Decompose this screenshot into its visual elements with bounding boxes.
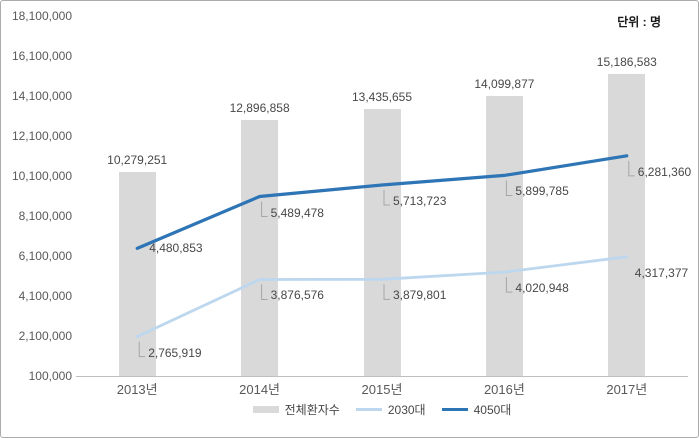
bar — [608, 74, 646, 376]
line-value-label: 4,480,853 — [149, 241, 203, 256]
line-value-label: 4,020,948 — [515, 281, 569, 296]
y-tick-label: 2,100,000 — [18, 329, 72, 343]
y-tick-label: 100,000 — [28, 369, 72, 383]
bar-value-label: 14,099,877 — [474, 77, 535, 91]
bar-value-label: 12,896,858 — [229, 101, 290, 116]
line-value-label: 3,879,801 — [393, 288, 447, 303]
legend-swatch-bar-icon — [252, 405, 279, 413]
line-value-label: 4,317,377 — [634, 265, 689, 280]
line-value-label: 3,876,576 — [270, 288, 324, 303]
bar — [241, 120, 279, 376]
legend-label: 4050대 — [473, 402, 512, 417]
y-tick-label: 18,100,000 — [11, 9, 72, 23]
x-axis-line — [76, 376, 688, 377]
y-tick-label: 10,100,000 — [11, 169, 72, 183]
x-axis-label: 2015년 — [361, 382, 403, 397]
x-axis-label: 2017년 — [606, 382, 648, 397]
legend-label: 2030대 — [387, 402, 426, 417]
line-value-label: 5,489,478 — [270, 205, 324, 220]
line-value-label: 5,713,723 — [393, 194, 447, 208]
y-tick-label: 12,100,000 — [11, 129, 72, 143]
x-axis-label: 2016년 — [483, 382, 525, 397]
line-value-label: 2,765,919 — [148, 345, 202, 360]
legend-item-2030대: 2030대 — [355, 401, 426, 418]
bar-value-label: 13,435,655 — [351, 90, 413, 105]
bar-value-label: 10,279,251 — [107, 153, 168, 168]
line-value-label: 5,899,785 — [515, 184, 569, 199]
y-tick-label: 6,100,000 — [18, 249, 72, 263]
legend-item-전체환자수: 전체환자수 — [252, 401, 340, 418]
x-axis-label: 2013년 — [116, 382, 158, 397]
x-axis-label: 2014년 — [239, 382, 281, 397]
legend-label: 전체환자수 — [284, 402, 340, 417]
legend-swatch-line-icon — [441, 407, 468, 411]
legend-item-4050대: 4050대 — [441, 401, 512, 418]
y-tick-label: 4,100,000 — [18, 289, 72, 303]
unit-label: 단위 : 명 — [617, 15, 661, 29]
y-tick-label: 14,100,000 — [11, 89, 72, 103]
bar-value-label: 15,186,583 — [596, 55, 657, 70]
legend: 전체환자수 2030대 4050대 — [76, 400, 688, 418]
bar — [363, 109, 401, 376]
y-tick-label: 8,100,000 — [18, 209, 72, 223]
legend-swatch-line-icon — [355, 407, 382, 411]
y-tick-label: 16,100,000 — [11, 49, 72, 63]
line-value-label: 6,281,360 — [637, 164, 692, 179]
bar — [485, 96, 523, 376]
